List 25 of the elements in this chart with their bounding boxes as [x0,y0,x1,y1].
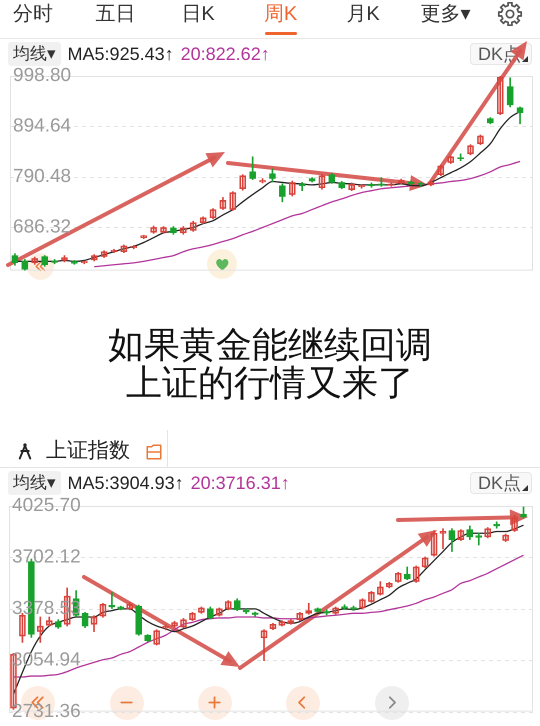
text: MA5:925.43↑ [68,43,174,66]
text: 五日 [96,3,136,25]
chart-title: 上证指数 [46,439,130,462]
text: 如果黄金能继续回调 [108,324,432,365]
y-tick-label: 790.48 [13,166,72,188]
legend-title: 均线▾ [8,471,61,495]
text: MA5:3904.93↑ [68,472,184,495]
y-tick-label: 2731.36 [12,700,81,722]
text: 日K [181,3,215,25]
text: 20:3716.31↑ [190,472,290,495]
text: 更多▾ [420,3,471,25]
y-tick-label: 686.32 [13,216,72,238]
legend-title: 均线▾ [8,42,61,66]
y-tick-label: 4025.70 [12,495,81,516]
line-series [94,160,521,268]
y-tick-label: 3702.12 [12,546,81,568]
text: 分时 [13,3,53,25]
text: 上证的行情又来了 [126,362,414,403]
text: DK点 [470,472,532,494]
text: 20:822.62↑ [180,43,270,66]
y-tick-label: 998.80 [13,65,72,86]
text: 月K [346,3,380,25]
text: 周K [264,3,298,25]
y-tick-label: 894.64 [13,116,72,137]
candlestick [440,528,446,550]
